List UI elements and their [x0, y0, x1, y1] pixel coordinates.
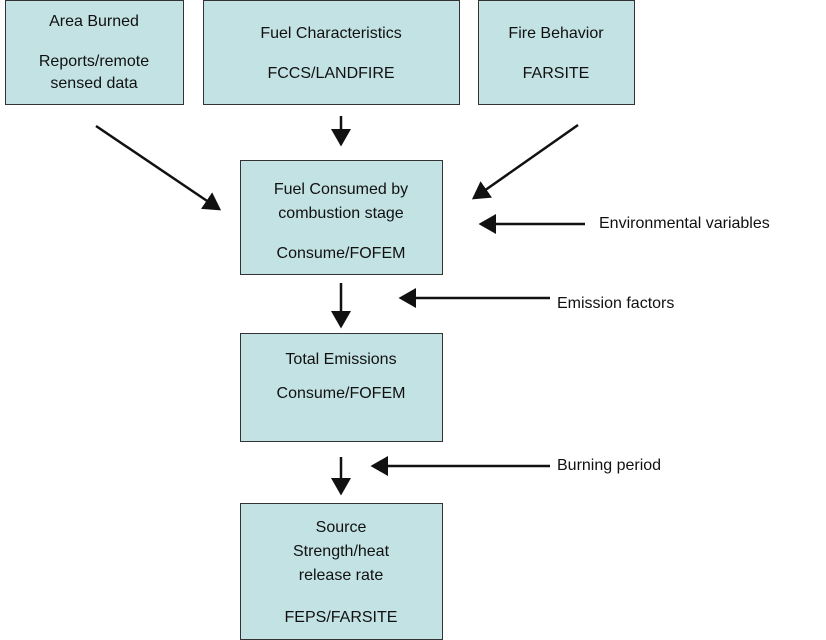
node-text: Source [316, 519, 367, 536]
node-box [478, 0, 635, 105]
node-text: combustion stage [278, 205, 404, 222]
node-text: Fuel Characteristics [260, 25, 401, 42]
node-text: Area Burned [49, 13, 139, 30]
node-text: Reports/remote [39, 53, 149, 70]
node-text: FARSITE [523, 65, 590, 82]
node-box [240, 503, 443, 640]
node-box [5, 0, 184, 105]
node-text: release rate [299, 567, 384, 584]
node-box [203, 0, 460, 105]
node-text: Fuel Consumed by [274, 181, 408, 198]
input-label: Environmental variables [599, 215, 770, 232]
node-text: FCCS/LANDFIRE [267, 65, 394, 82]
node-box [240, 333, 443, 442]
node-text: Total Emissions [285, 351, 396, 368]
node-text: sensed data [50, 75, 137, 92]
node-text: Fire Behavior [508, 25, 604, 42]
node-text: Consume/FOFEM [277, 245, 406, 262]
node-text: Consume/FOFEM [277, 385, 406, 402]
input-label: Burning period [557, 457, 661, 474]
input-label: Emission factors [557, 295, 674, 312]
arrow [471, 123, 579, 200]
arrow [95, 124, 222, 211]
node-text: FEPS/FARSITE [285, 609, 398, 626]
node-text: Strength/heat [293, 543, 390, 560]
node-box [240, 160, 443, 275]
